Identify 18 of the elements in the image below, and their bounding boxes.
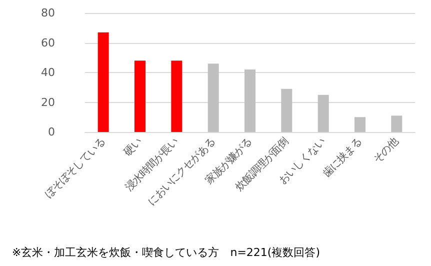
- bar: [171, 60, 182, 132]
- text: ※玄米・加工玄米を炊飯・喫食している方 n=221(複数回答): [12, 246, 320, 259]
- y-tick-label: 20: [41, 96, 55, 109]
- bar: [208, 64, 219, 132]
- bar: [391, 116, 402, 132]
- bar: [354, 117, 366, 132]
- bar: [98, 32, 109, 132]
- y-tick-label: 80: [41, 6, 55, 20]
- y-tick-label: 60: [41, 36, 55, 50]
- x-tick-label: その他: [371, 136, 401, 166]
- bar: [318, 94, 329, 132]
- bar: [244, 70, 256, 132]
- x-tick-label: ぼそぼそしている: [42, 136, 108, 201]
- y-tick-label: 40: [41, 66, 55, 79]
- x-tick-label: 硬い: [122, 136, 144, 158]
- bar: [281, 88, 292, 132]
- y-tick-label: 0: [48, 126, 55, 138]
- bar: [134, 60, 146, 132]
